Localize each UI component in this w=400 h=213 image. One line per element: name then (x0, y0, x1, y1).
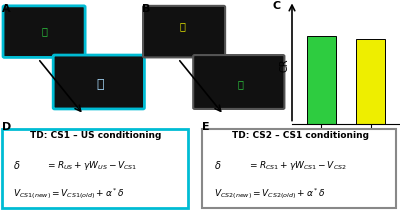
FancyBboxPatch shape (193, 55, 284, 109)
Y-axis label: CR: CR (279, 58, 289, 72)
Text: $\delta$: $\delta$ (214, 159, 222, 171)
Text: TD: CS2 – CS1 conditioning: TD: CS2 – CS1 conditioning (232, 131, 368, 140)
Text: C: C (272, 1, 281, 10)
Bar (356, 39, 385, 124)
Text: $\delta$: $\delta$ (14, 159, 21, 171)
Text: $= R_{CS1} + \gamma W_{CS1} - V_{CS2}$: $= R_{CS1} + \gamma W_{CS1} - V_{CS2}$ (248, 159, 347, 172)
Text: B: B (142, 3, 150, 13)
FancyBboxPatch shape (3, 6, 85, 58)
Text: A: A (2, 3, 10, 13)
Text: $V_{CS1(new)} = V_{CS1(old)} + \alpha^*\delta$: $V_{CS1(new)} = V_{CS1(old)} + \alpha^*\… (14, 187, 125, 202)
Text: 💧: 💧 (96, 78, 104, 91)
Text: D: D (2, 122, 11, 132)
Text: $= R_{US} + \gamma W_{US} - V_{CS1}$: $= R_{US} + \gamma W_{US} - V_{CS1}$ (46, 159, 138, 172)
Bar (307, 36, 336, 124)
FancyBboxPatch shape (202, 129, 396, 208)
FancyBboxPatch shape (2, 129, 188, 208)
Text: E: E (202, 122, 210, 132)
Text: TD: CS1 – US conditioning: TD: CS1 – US conditioning (30, 131, 162, 140)
FancyBboxPatch shape (143, 6, 225, 58)
Text: $V_{CS2(new)} = V_{CS2(old)} + \alpha^*\delta$: $V_{CS2(new)} = V_{CS2(old)} + \alpha^*\… (214, 187, 326, 202)
Text: 🔊: 🔊 (42, 26, 48, 36)
Text: 🔊: 🔊 (237, 79, 243, 89)
Text: 💡: 💡 (180, 21, 186, 31)
FancyBboxPatch shape (53, 55, 144, 109)
